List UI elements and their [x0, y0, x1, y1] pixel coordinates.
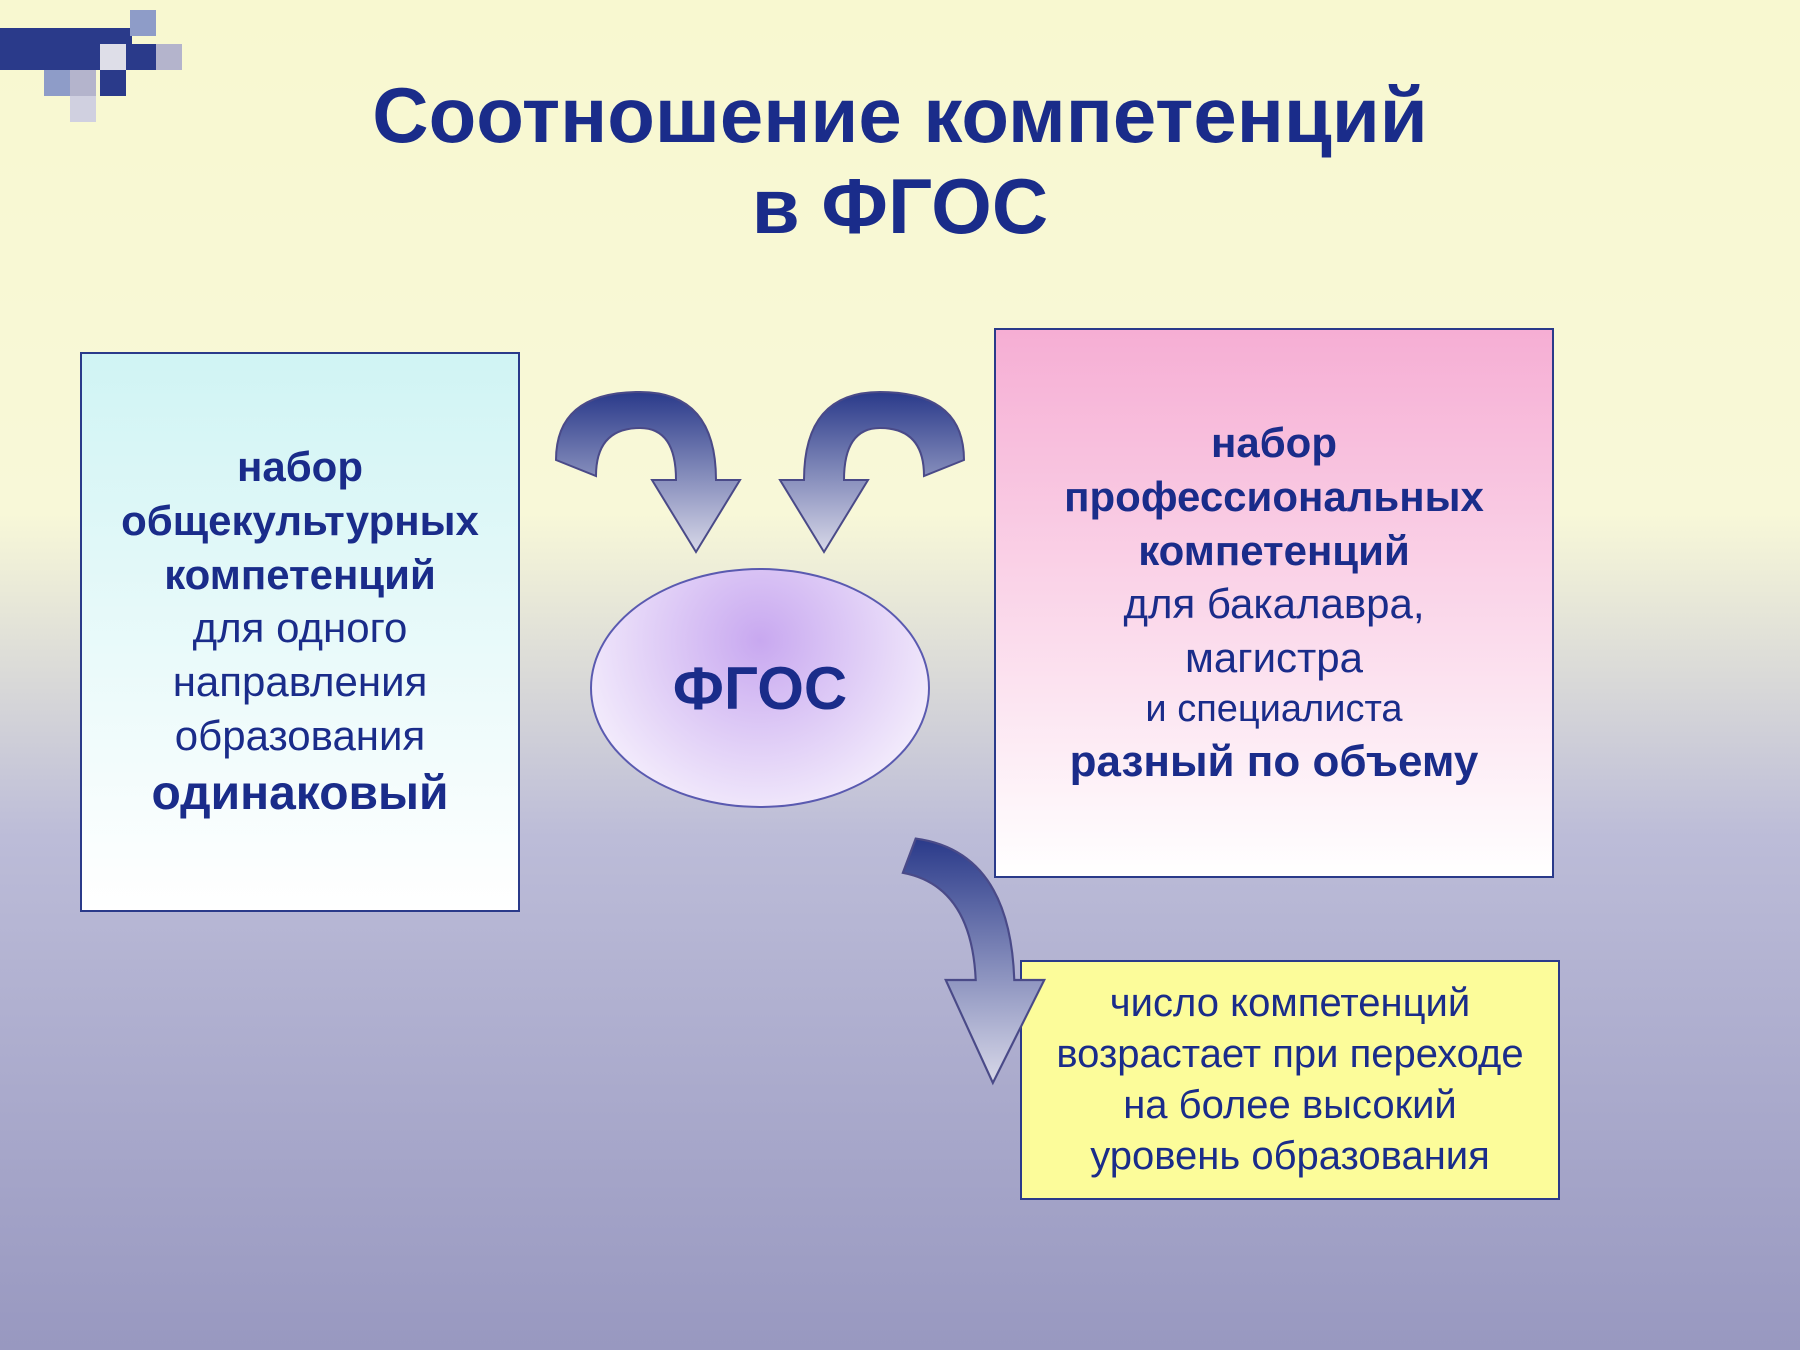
box-line: набор [1211, 416, 1337, 470]
title-line-2: в ФГОС [0, 161, 1800, 252]
corner-square [156, 44, 182, 70]
arrow-down-icon [870, 830, 1090, 1130]
corner-square [130, 44, 156, 70]
box-line: магистра [1185, 631, 1363, 685]
box-line: направления [173, 655, 428, 709]
box-line: уровень образования [1090, 1131, 1490, 1182]
corner-square [100, 44, 126, 70]
left-box: наборобщекультурныхкомпетенцийдля одного… [80, 352, 520, 912]
center-ellipse: ФГОС [590, 568, 930, 808]
bottom-box: число компетенцийвозрастает при переходе… [1020, 960, 1560, 1200]
box-line: одинаковый [151, 763, 448, 824]
box-line: возрастает при переходе [1056, 1029, 1523, 1080]
corner-square [130, 10, 156, 36]
right-box: наборпрофессиональныхкомпетенцийдля бака… [994, 328, 1554, 878]
box-line: компетенций [1138, 524, 1410, 578]
box-line: общекультурных [121, 494, 479, 548]
title-line-1: Соотношение компетенций [0, 70, 1800, 161]
box-line: на более высокий [1123, 1080, 1457, 1131]
box-line: разный по объему [1070, 734, 1479, 790]
arrow-left-icon [540, 380, 740, 600]
box-line: для одного [193, 601, 408, 655]
box-line: образования [175, 709, 425, 763]
box-line: и специалиста [1145, 685, 1402, 734]
arrow-right-icon [780, 380, 980, 600]
box-line: набор [237, 440, 363, 494]
box-line: для бакалавра, [1123, 577, 1424, 631]
box-line: число компетенций [1110, 978, 1470, 1029]
center-ellipse-label: ФГОС [673, 654, 847, 723]
slide-title: Соотношение компетенций в ФГОС [0, 70, 1800, 252]
box-line: компетенций [164, 548, 436, 602]
box-line: профессиональных [1064, 470, 1484, 524]
